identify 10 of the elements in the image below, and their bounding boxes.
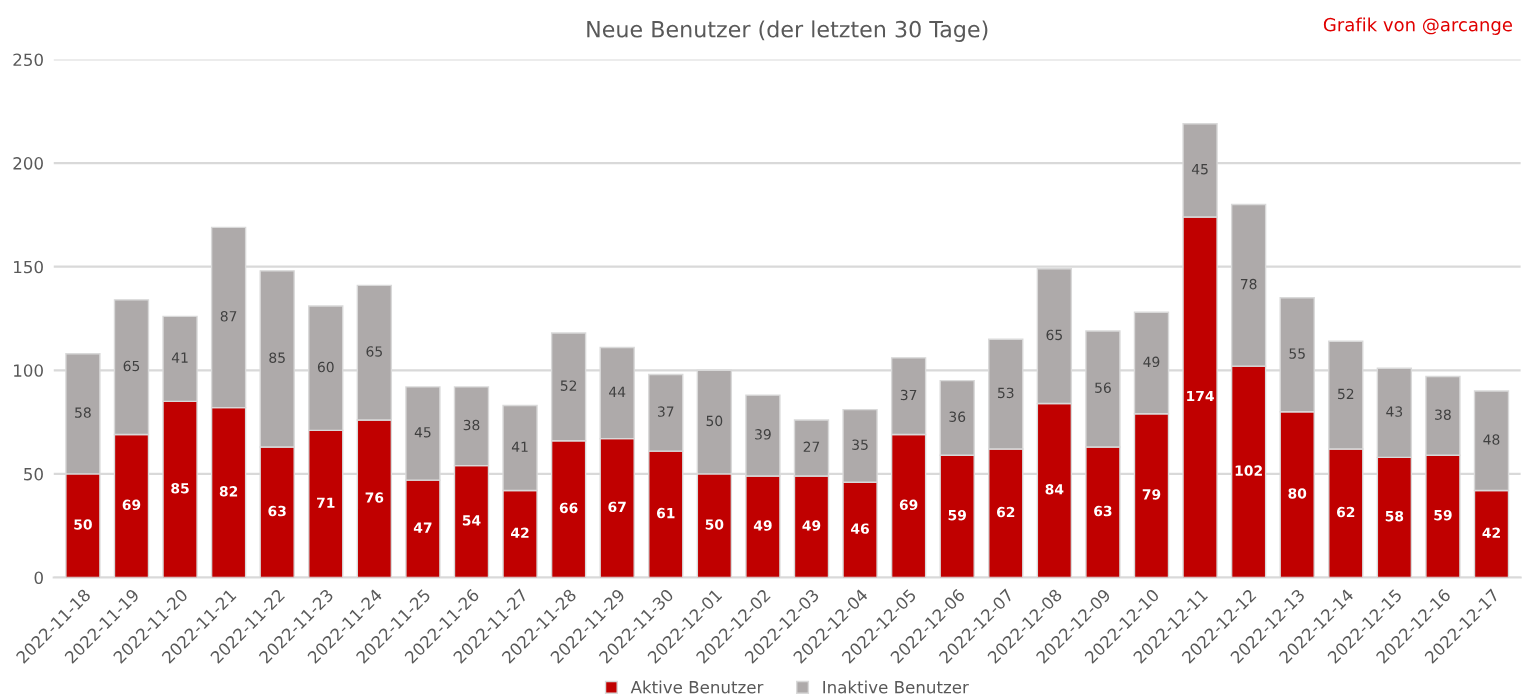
chart-title: Neue Benutzer (der letzten 30 Tage) — [587, 20, 988, 42]
y-tick-label: 0 — [34, 571, 43, 585]
legend-label: Aktive Benutzer — [630, 680, 764, 694]
y-tick-label: 200 — [13, 157, 43, 170]
y-tick-label: 100 — [14, 364, 43, 377]
y-tick-label: 150 — [14, 260, 43, 274]
text: Grafik von @arcange — [1323, 17, 1512, 35]
legend-label: Inaktive Benutzer — [823, 680, 969, 694]
y-tick-label: 250 — [13, 53, 43, 67]
y-tick-label: 50 — [24, 467, 43, 481]
